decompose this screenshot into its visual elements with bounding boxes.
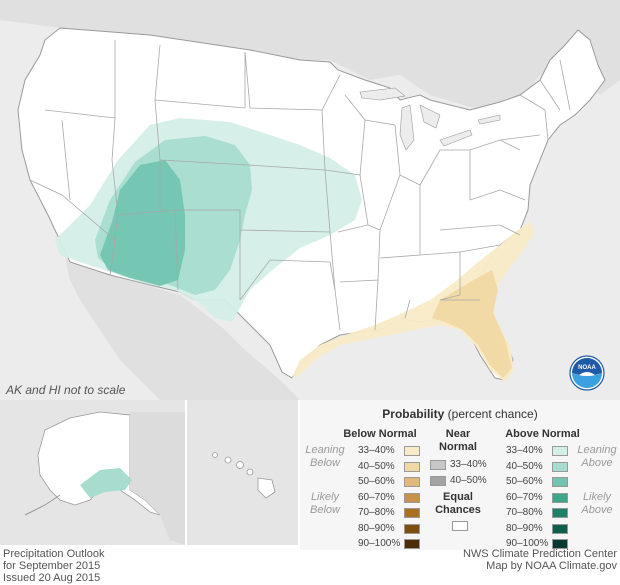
above-normal-label-3: 60–70% [506,491,543,503]
near-normal-line1: Near [445,428,471,440]
equal-chances-header: Equal Chances [428,491,488,517]
below-normal-swatch-5 [404,523,420,534]
likely-below-label: Likely Below [300,491,350,517]
equal-chances-swatch [452,521,468,531]
above-normal-50-60-region [100,160,185,286]
footer-right: NWS Climate Prediction Center Map by NOA… [463,548,617,572]
leaning-below-line1: Leaning [305,444,345,456]
legend-title: Probability (percent chance) [300,407,620,421]
below-normal-label-0: 33–40% [358,445,395,456]
legend-title-bold: Probability [382,407,445,421]
below-normal-swatch-6 [404,539,420,549]
below-normal-label-6: 90–100% [358,538,401,549]
footer-product: Precipitation Outlook [3,548,105,560]
lake-ontario [477,114,501,125]
footer-credit: Map by NOAA Climate.gov [486,560,617,572]
footer-issued: Issued 20 Aug 2015 [3,572,101,584]
alaska-land [37,411,161,516]
scale-note: AK and HI not to scale [6,383,126,397]
below-normal-swatch-3 [404,492,420,503]
below-normal-swatch-1 [404,461,420,472]
above-normal-swatch-0 [552,446,568,456]
above-normal-label-5: 80–90% [506,522,543,534]
above-normal-header: Above Normal [505,428,580,440]
lake-huron [419,104,441,129]
probability-legend: Probability (percent chance) Below Norma… [300,400,620,550]
likely-below-line1: Likely [310,491,340,503]
leaning-above-line2: Above [581,457,613,469]
equal-chances-line2: Chances [435,504,481,516]
leaning-above-line1: Leaning [577,444,617,456]
near-normal-header: Near Normal [428,428,488,454]
below-normal-label-2: 50–60% [358,476,395,487]
footer-source: NWS Climate Prediction Center [462,548,617,560]
noaa-logo: NOAA [569,355,605,391]
below-normal-33-40-region [292,222,534,382]
above-normal-swatch-1 [552,461,568,472]
mexico-land [65,258,300,400]
near-normal-label-1: 40–50% [450,474,487,486]
near-normal-line2: Normal [439,441,477,453]
lake-superior [359,87,406,101]
near-normal-label-0: 33–40% [450,459,487,470]
equal-chances-line1: Equal [443,491,473,503]
leaning-above-label: Leaning Above [572,444,620,470]
near-normal-swatch-1 [430,475,446,486]
below-normal-swatch-0 [404,446,420,456]
likely-below-line2: Below [310,504,340,516]
above-normal-label-4: 70–80% [506,507,543,518]
lake-michigan [399,104,415,151]
lake-erie [439,129,473,147]
above-normal-label-1: 40–50% [506,460,543,472]
legend-title-rest: (percent chance) [444,407,538,421]
above-normal-swatch-2 [552,477,568,487]
canada-yukon [130,412,185,545]
below-normal-label-4: 70–80% [358,507,395,518]
alaska-above-normal-region [80,468,132,498]
footer-left: Precipitation Outlook for September 2015… [3,548,105,584]
noaa-logo-text: NOAA [578,365,596,371]
above-normal-swatch-3 [552,492,568,503]
above-normal-swatch-6 [552,539,568,549]
above-normal-label-6: 90–100% [506,538,549,549]
near-normal-swatch-0 [430,460,446,470]
above-normal-swatch-4 [552,508,568,518]
below-normal-header: Below Normal [343,428,417,440]
above-normal-label-2: 50–60% [506,476,543,487]
below-normal-label-1: 40–50% [358,460,395,472]
below-normal-label-5: 80–90% [358,522,395,534]
below-normal-swatch-4 [404,508,420,518]
footer-period: for September 2015 [3,560,101,572]
above-normal-label-0: 33–40% [506,445,543,456]
canada-land [0,0,620,110]
leaning-below-label: Leaning Below [300,444,350,470]
likely-above-label: Likely Above [572,491,620,517]
hawaii-inset [187,400,298,545]
below-normal-swatch-2 [404,477,420,487]
leaning-below-line2: Below [310,457,340,469]
hawaii-islands [212,452,276,499]
likely-above-line2: Above [581,504,613,516]
aleutian-islands [24,494,61,516]
below-normal-label-3: 60–70% [358,491,395,503]
above-normal-swatch-5 [552,523,568,534]
likely-above-line1: Likely [582,491,612,503]
state-boundaries [29,40,571,331]
